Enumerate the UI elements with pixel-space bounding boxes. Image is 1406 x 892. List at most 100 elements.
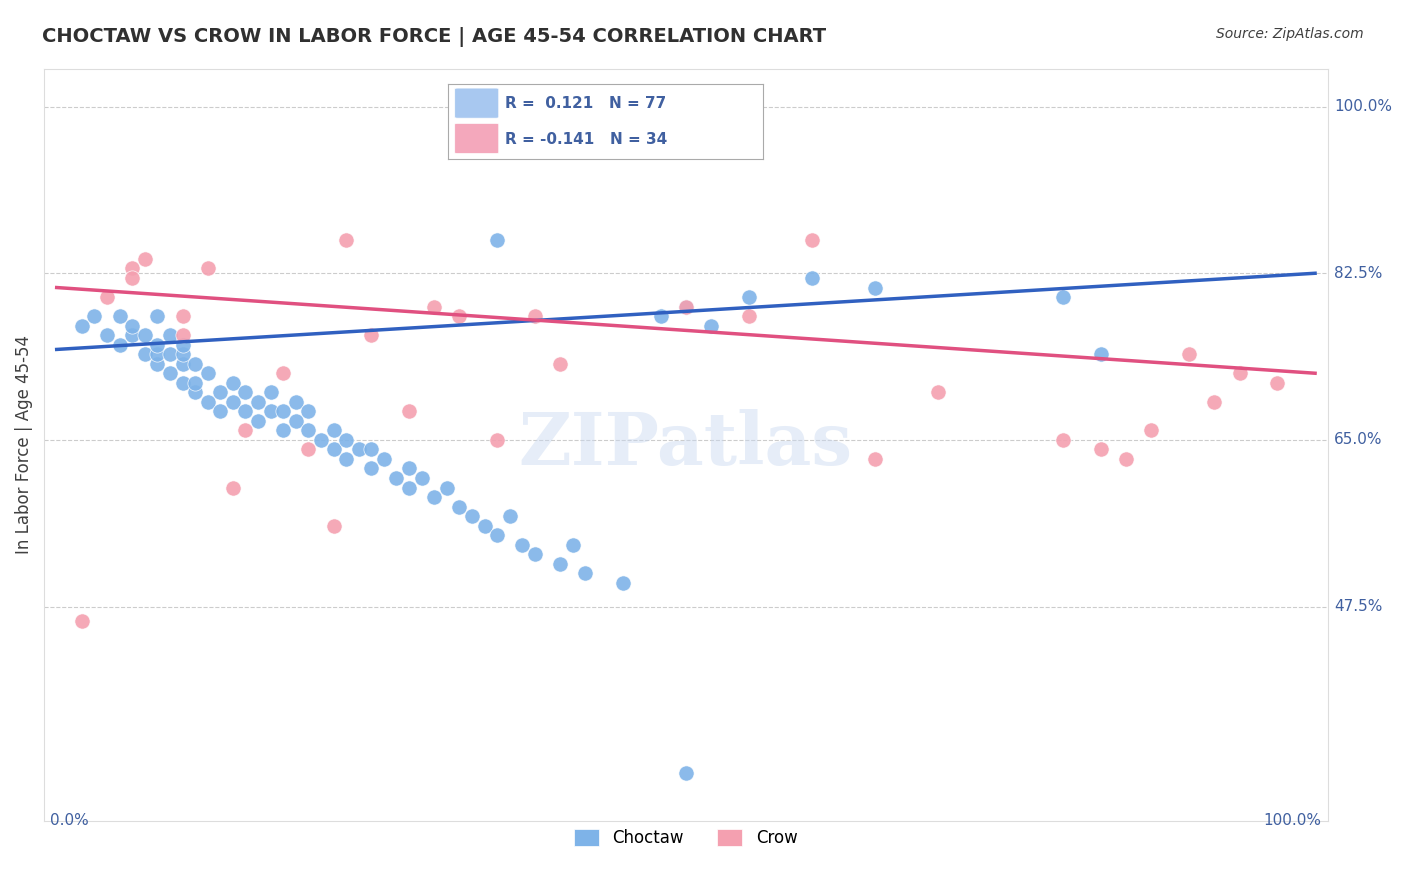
Point	[1140, 423, 1163, 437]
Point	[222, 394, 245, 409]
Point	[247, 394, 270, 409]
Legend: Choctaw, Crow: Choctaw, Crow	[568, 822, 804, 854]
Y-axis label: In Labor Force | Age 45-54: In Labor Force | Age 45-54	[15, 335, 32, 554]
Point	[146, 357, 169, 371]
Point	[222, 481, 245, 495]
Text: ZIPatlas: ZIPatlas	[519, 409, 853, 480]
Point	[523, 309, 546, 323]
Point	[373, 452, 395, 467]
Point	[347, 442, 370, 457]
Point	[172, 309, 194, 323]
Point	[146, 347, 169, 361]
Point	[1178, 347, 1201, 361]
Point	[675, 300, 697, 314]
Point	[322, 442, 344, 457]
Point	[1265, 376, 1288, 390]
Point	[499, 509, 522, 524]
Point	[675, 300, 697, 314]
Point	[335, 433, 357, 447]
Text: 100.0%: 100.0%	[1264, 814, 1322, 828]
Point	[70, 318, 93, 333]
Point	[738, 290, 761, 304]
Point	[398, 404, 420, 418]
Point	[927, 385, 949, 400]
Point	[1052, 433, 1074, 447]
Text: Source: ZipAtlas.com: Source: ZipAtlas.com	[1216, 27, 1364, 41]
Point	[1090, 347, 1112, 361]
Point	[121, 271, 143, 285]
Point	[235, 423, 257, 437]
Point	[322, 423, 344, 437]
Point	[436, 481, 458, 495]
Text: 100.0%: 100.0%	[1334, 99, 1392, 114]
Point	[523, 547, 546, 561]
Point	[172, 376, 194, 390]
Point	[121, 328, 143, 343]
Point	[197, 261, 219, 276]
Point	[675, 766, 697, 780]
Point	[449, 500, 471, 514]
Point	[1090, 442, 1112, 457]
Point	[159, 328, 181, 343]
Point	[650, 309, 672, 323]
Point	[271, 404, 294, 418]
Point	[574, 566, 596, 581]
Point	[510, 538, 533, 552]
Point	[863, 280, 886, 294]
Point	[235, 385, 257, 400]
Point	[1229, 366, 1251, 380]
Point	[197, 394, 219, 409]
Point	[1115, 452, 1137, 467]
Point	[486, 233, 509, 247]
Point	[548, 557, 571, 571]
Point	[423, 300, 446, 314]
Point	[159, 347, 181, 361]
Point	[197, 366, 219, 380]
Point	[222, 376, 245, 390]
Point	[121, 261, 143, 276]
Point	[209, 404, 232, 418]
Point	[700, 318, 723, 333]
Point	[184, 376, 207, 390]
Point	[548, 357, 571, 371]
Text: 0.0%: 0.0%	[51, 814, 89, 828]
Point	[70, 614, 93, 628]
Point	[121, 318, 143, 333]
Text: 47.5%: 47.5%	[1334, 599, 1382, 614]
Point	[284, 414, 307, 428]
Point	[486, 433, 509, 447]
Point	[297, 423, 319, 437]
Point	[159, 366, 181, 380]
Point	[184, 385, 207, 400]
Point	[738, 309, 761, 323]
Point	[335, 452, 357, 467]
Point	[474, 518, 496, 533]
Point	[146, 337, 169, 351]
Point	[309, 433, 332, 447]
Point	[385, 471, 408, 485]
Point	[146, 309, 169, 323]
Point	[1052, 290, 1074, 304]
Point	[800, 233, 823, 247]
Point	[108, 337, 131, 351]
Point	[172, 357, 194, 371]
Point	[259, 385, 281, 400]
Point	[360, 328, 382, 343]
Point	[297, 442, 319, 457]
Point	[134, 252, 156, 266]
Point	[284, 394, 307, 409]
Point	[209, 385, 232, 400]
Point	[271, 366, 294, 380]
Point	[486, 528, 509, 542]
Point	[360, 461, 382, 475]
Text: CHOCTAW VS CROW IN LABOR FORCE | AGE 45-54 CORRELATION CHART: CHOCTAW VS CROW IN LABOR FORCE | AGE 45-…	[42, 27, 827, 46]
Point	[96, 328, 118, 343]
Point	[423, 490, 446, 504]
Point	[360, 442, 382, 457]
Point	[247, 414, 270, 428]
Point	[612, 575, 634, 590]
Point	[461, 509, 484, 524]
Text: 65.0%: 65.0%	[1334, 433, 1382, 448]
Point	[335, 233, 357, 247]
Point	[449, 309, 471, 323]
